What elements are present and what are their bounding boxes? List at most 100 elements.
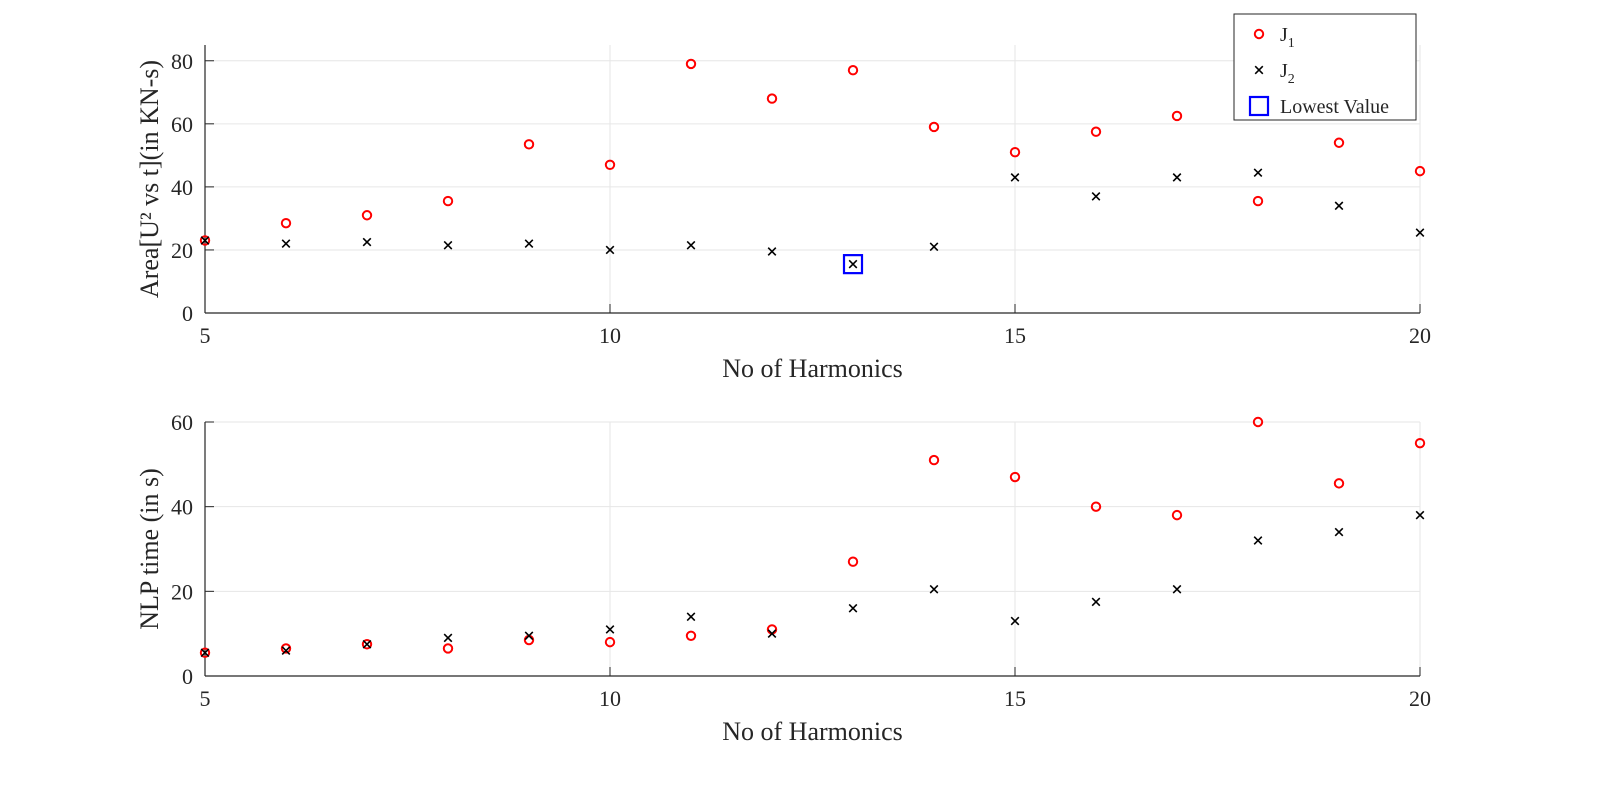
data-point-J2-x13 [848, 259, 858, 269]
data-point-J2-x16-stroke-b [1091, 191, 1101, 201]
data-point-J2-x11 [686, 240, 696, 250]
data-point-J2-x10-stroke-b [605, 625, 615, 634]
legend-entry-label: Lowest Value [1280, 96, 1389, 118]
data-point-J2-x7 [362, 639, 372, 649]
data-point-J2-x11-stroke-b [686, 612, 696, 622]
data-point-J2-x18-stroke-b [1253, 168, 1263, 178]
data-point-J2-x12 [767, 629, 777, 639]
data-point-J2-x9 [524, 239, 534, 249]
data-point-J2-x20 [1415, 228, 1425, 237]
x-tick-label: 10 [599, 686, 621, 711]
chart-panel-2: 5 10 15 20 0 20 40 60 No of Harmonics NLP time (i… [135, 410, 1431, 746]
data-point-J2-x11-stroke-b [686, 240, 696, 250]
data-point-J1-x11 [685, 58, 697, 70]
data-point-J2-x9 [524, 631, 534, 641]
data-point-J1-x6 [280, 643, 292, 654]
y-tick-label: 40 [171, 175, 193, 200]
data-point-J2-x5 [200, 236, 210, 245]
data-point-J2-x8-stroke-b [443, 240, 453, 250]
data-point-J1-x9 [523, 139, 535, 150]
data-point-J2-x20 [1415, 510, 1425, 520]
data-point-J2-x19-stroke-b [1334, 201, 1344, 211]
data-point-J1-x12 [766, 624, 778, 635]
data-point-J1-x16 [1090, 501, 1102, 512]
data-point-J1-x18 [1252, 195, 1264, 207]
data-point-J1-x19 [1333, 478, 1345, 489]
x-axis-label: No of Harmonics [722, 354, 903, 383]
data-point-J2-x7 [362, 237, 372, 247]
data-point-J2-x16 [1091, 597, 1101, 607]
x-tick-label: 15 [1004, 323, 1026, 348]
data-point-J2-x19 [1334, 527, 1344, 537]
data-point-J1-x17 [1171, 509, 1183, 521]
data-point-J2-x6-stroke-b [281, 646, 291, 655]
y-tick-label: 80 [171, 49, 193, 74]
data-point-J2-x9-stroke-b [524, 239, 534, 249]
x-tick-label: 5 [200, 323, 211, 348]
data-point-J2-x18 [1253, 168, 1263, 178]
data-point-J2-x12-stroke-b [767, 629, 777, 639]
data-point-J1-x7 [361, 210, 373, 221]
data-point-J2-x15 [1010, 616, 1020, 626]
data-point-J2-x14-stroke-b [929, 584, 939, 594]
data-point-J1-x14 [928, 121, 940, 133]
y-tick-label: 0 [182, 664, 193, 689]
data-point-J2-x18 [1253, 536, 1263, 545]
y-axis-label: Area[U² vs t](in KN-s) [135, 60, 164, 298]
lowest-value-marker [842, 254, 864, 275]
legend-entry-text: J [1280, 60, 1288, 82]
x-axis-label: No of Harmonics [722, 717, 903, 746]
legend-marker-2 [1248, 95, 1270, 117]
y-axis-label: NLP time (in s) [135, 468, 164, 630]
data-point-J2-x13-stroke-b [848, 259, 858, 269]
data-point-J2-x5-stroke-b [200, 648, 210, 658]
legend-entry-text: Lowest Value [1280, 96, 1389, 118]
legend-entry-label: J2 [1280, 60, 1295, 87]
data-point-J1-x18 [1252, 416, 1264, 428]
data-point-J2-x12 [767, 247, 777, 256]
data-point-J1-x8 [442, 643, 454, 654]
data-point-J1-x20 [1414, 165, 1426, 177]
data-point-J1-x19 [1333, 137, 1345, 148]
data-point-J1-x15 [1009, 147, 1021, 158]
legend-marker-1-stroke-b [1254, 65, 1264, 75]
data-point-J2-x12-stroke-b [767, 247, 777, 256]
legend-box [1233, 13, 1417, 121]
data-point-J2-x5-stroke-b [200, 236, 210, 245]
y-tick-label: 0 [182, 301, 193, 326]
data-point-J2-x14 [929, 242, 939, 252]
data-point-J2-x16 [1091, 191, 1101, 201]
data-point-J1-x5 [199, 235, 211, 246]
data-point-J1-x10 [604, 636, 616, 648]
x-tick-label: 5 [200, 686, 211, 711]
data-point-J2-x11 [686, 612, 696, 622]
data-point-J2-x20-stroke-b [1415, 510, 1425, 520]
legend-entry-label: J1 [1280, 24, 1295, 51]
data-point-J1-x6 [280, 217, 292, 229]
data-point-J1-x20 [1414, 437, 1426, 449]
data-point-J2-x10 [605, 245, 615, 255]
legend-entry-subscript: 1 [1288, 36, 1295, 51]
data-point-J1-x7 [361, 639, 373, 650]
data-point-J1-x11 [685, 630, 697, 641]
y-tick-label: 40 [171, 495, 193, 520]
data-point-J2-x6-stroke-b [281, 239, 291, 249]
data-point-J2-x7-stroke-b [362, 237, 372, 247]
data-point-J2-x9-stroke-b [524, 631, 534, 641]
data-point-J2-x13 [848, 603, 858, 613]
data-point-J1-x14 [928, 454, 940, 466]
data-point-J1-x9 [523, 634, 535, 646]
chart-panel-1: 5 10 15 20 0 20 40 60 80 No of Harmonics Area[U² v… [135, 13, 1431, 383]
data-point-J2-x8 [443, 633, 453, 643]
data-point-J2-x19-stroke-b [1334, 527, 1344, 537]
series-J1 [199, 58, 1426, 246]
data-point-J2-x10-stroke-b [605, 245, 615, 255]
data-point-J2-x14 [929, 584, 939, 594]
data-point-J1-x10 [604, 159, 616, 171]
data-point-J2-x17-stroke-b [1172, 584, 1182, 594]
data-point-J2-x8 [443, 240, 453, 250]
data-point-J2-x15-stroke-b [1010, 616, 1020, 626]
data-point-J2-x7-stroke-b [362, 639, 372, 649]
data-point-J2-x16-stroke-b [1091, 597, 1101, 607]
